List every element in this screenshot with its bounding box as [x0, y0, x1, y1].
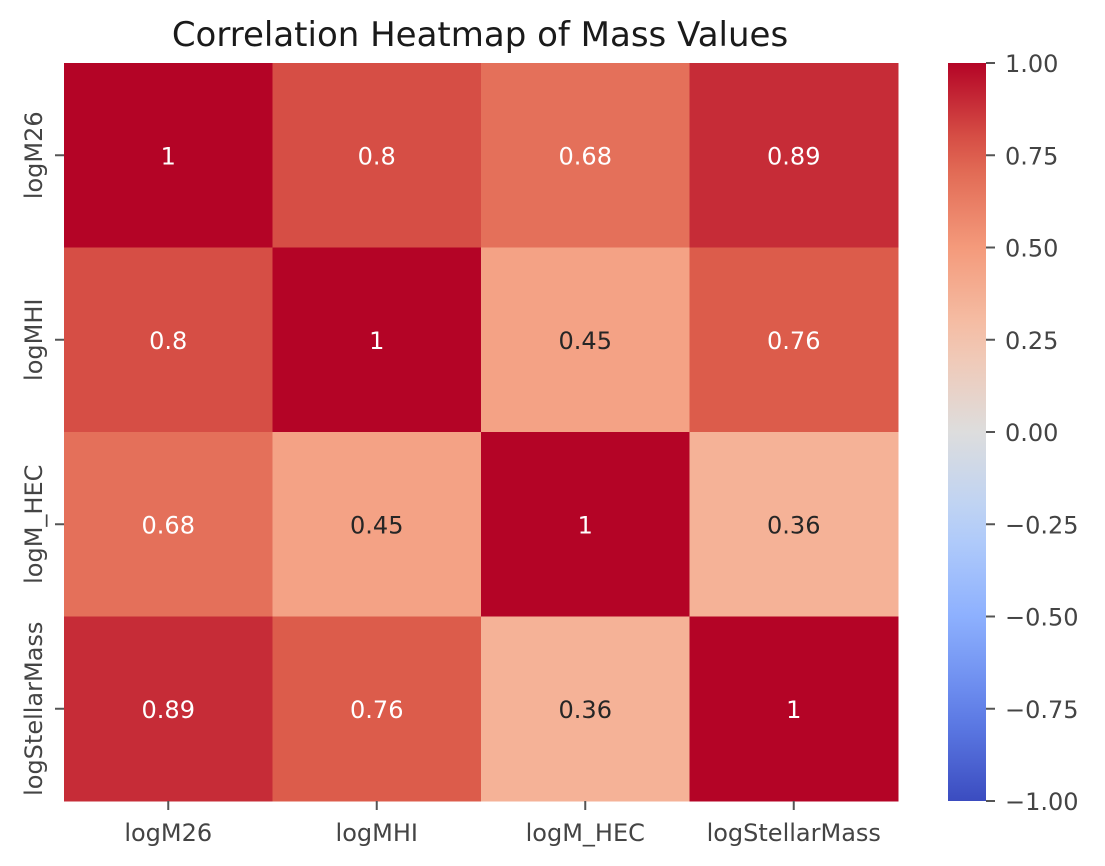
colorbar-tick-label: −0.25: [1005, 511, 1079, 539]
heatmap-cell: [272, 63, 482, 248]
cell-annotation: 1: [161, 142, 176, 170]
heatmap-cell: [481, 247, 690, 433]
y-tick-label: logM26: [20, 111, 48, 199]
x-tick-label: logStellarMass: [707, 819, 881, 847]
cell-annotation: 0.68: [142, 511, 195, 539]
heatmap-cell: [64, 616, 273, 802]
y-tick-label: logMHI: [20, 299, 48, 381]
heatmap-cell: [481, 432, 690, 617]
colorbar-tick-label: −1.00: [1005, 788, 1079, 816]
cell-annotation: 0.68: [559, 142, 612, 170]
heatmap-cell: [481, 63, 690, 248]
x-axis: logM26 logMHI logM_HEC logStellarMass: [124, 801, 881, 847]
cell-annotation: 0.89: [767, 142, 820, 170]
cell-annotation: 0.8: [149, 327, 187, 355]
heatmap-cell: [689, 63, 899, 248]
heatmap-cell: [64, 247, 273, 433]
heatmap-cell: [481, 616, 690, 802]
cell-annotation: 0.36: [767, 511, 820, 539]
heatmap-cell: [272, 432, 482, 617]
colorbar-ticks: 1.00 0.75 0.50 0.25 0.00 −0.25 −0.50 −0.75 −1.00: [986, 50, 1079, 816]
heatmap-cell: [689, 247, 899, 433]
y-axis: logM26 logMHI logM_HEC logStellarMass: [20, 111, 64, 796]
colorbar: 1.00 0.75 0.50 0.25 0.00 −0.25 −0.50 −0.75 −1.00: [948, 50, 1079, 816]
cell-annotation: 0.76: [767, 327, 820, 355]
heatmap-annotations: 1 0.8 0.68 0.89 0.8 1 0.45 0.76 0.68 0.45 1 0.36 0.8…: [142, 142, 821, 724]
colorbar-tick-label: 0.50: [1005, 235, 1058, 263]
colorbar-tick-label: 1.00: [1005, 50, 1058, 78]
colorbar-gradient: [948, 63, 986, 801]
y-tick-label: logStellarMass: [20, 622, 48, 796]
heatmap-cell: [272, 247, 482, 433]
cell-annotation: 1: [578, 511, 593, 539]
colorbar-tick-label: 0.75: [1005, 142, 1058, 170]
cell-annotation: 1: [369, 327, 384, 355]
cell-annotation: 0.8: [358, 142, 396, 170]
heatmap-cell: [689, 616, 899, 802]
x-tick-label: logM26: [124, 819, 212, 847]
y-tick-label: logM_HEC: [20, 465, 48, 584]
cell-annotation: 0.45: [350, 511, 403, 539]
chart-title: Correlation Heatmap of Mass Values: [172, 15, 788, 55]
colorbar-tick-label: −0.50: [1005, 604, 1079, 632]
cell-annotation: 1: [786, 696, 801, 724]
cell-annotation: 0.36: [559, 696, 612, 724]
cell-annotation: 0.45: [559, 327, 612, 355]
colorbar-tick-label: 0.25: [1005, 327, 1058, 355]
heatmap-cell: [64, 432, 273, 617]
heatmap-cell: [689, 432, 899, 617]
cell-annotation: 0.76: [350, 696, 403, 724]
x-tick-label: logM_HEC: [526, 819, 645, 847]
colorbar-tick-label: −0.75: [1005, 696, 1079, 724]
heatmap-cells: [64, 63, 899, 802]
heatmap-cell: [64, 63, 273, 248]
colorbar-tick-label: 0.00: [1005, 419, 1058, 447]
heatmap-cell: [272, 616, 482, 802]
cell-annotation: 0.89: [142, 696, 195, 724]
x-tick-label: logMHI: [336, 819, 418, 847]
